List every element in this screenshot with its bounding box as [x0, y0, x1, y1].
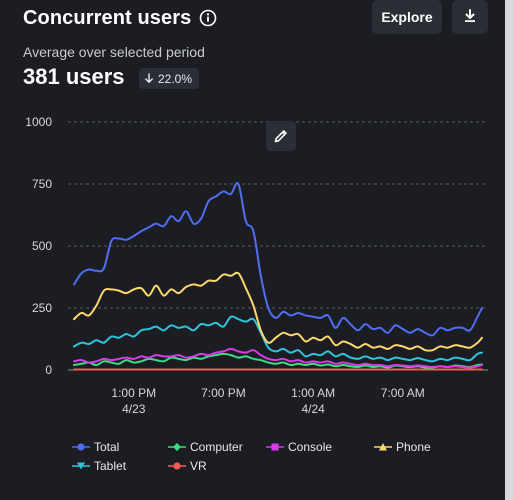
series-line-total [73, 182, 483, 337]
legend-marker-icon [168, 443, 186, 451]
x-tick-label: 1:00 PM [111, 386, 156, 400]
legend-marker-icon [72, 462, 90, 470]
y-tick-label: 250 [32, 301, 52, 315]
title-row: Concurrent users [23, 4, 217, 32]
legend-item-tablet[interactable]: Tablet [72, 459, 126, 473]
legend-item-computer[interactable]: Computer [168, 440, 243, 454]
arrow-down-icon [145, 73, 153, 83]
x-tick-sublabel: 4/23 [122, 402, 146, 416]
average-users-value: 381 users [23, 64, 125, 89]
legend-label: VR [190, 459, 207, 473]
legend-item-phone[interactable]: Phone [374, 440, 431, 454]
x-tick-sublabel: 4/24 [301, 402, 325, 416]
x-tick-label: 7:00 PM [201, 386, 246, 400]
download-button[interactable] [452, 0, 488, 34]
explore-button[interactable]: Explore [372, 0, 442, 34]
period-subtitle: Average over selected period [23, 44, 205, 60]
legend-label: Total [94, 440, 120, 454]
series-line-console [73, 347, 483, 369]
legend-marker-icon [374, 443, 392, 451]
legend-label: Phone [396, 440, 431, 454]
info-icon[interactable] [199, 9, 217, 27]
change-value: 22.0% [158, 71, 193, 86]
pencil-icon [274, 130, 287, 143]
edit-chart-button[interactable] [266, 121, 296, 151]
y-tick-label: 1000 [25, 115, 52, 129]
legend-item-vr[interactable]: VR [168, 459, 207, 473]
y-tick-label: 750 [32, 177, 52, 191]
legend-label: Tablet [94, 459, 127, 473]
legend-label: Computer [190, 440, 243, 454]
window-edge [505, 0, 513, 500]
legend-item-total[interactable]: Total [72, 440, 119, 454]
x-tick-label: 7:00 AM [381, 386, 425, 400]
legend-marker-icon [72, 443, 90, 451]
change-badge: 22.0% [139, 68, 200, 89]
download-icon [463, 8, 477, 26]
series-line-phone [73, 271, 483, 352]
legend-label: Console [288, 440, 333, 454]
card-title: Concurrent users [23, 6, 192, 29]
series-line-tablet [73, 315, 483, 363]
legend-item-console[interactable]: Console [266, 440, 332, 454]
legend-marker-icon [266, 443, 284, 451]
legend-marker-icon [168, 462, 186, 470]
y-tick-label: 500 [32, 239, 52, 253]
x-tick-label: 1:00 AM [291, 386, 335, 400]
y-tick-label: 0 [45, 363, 52, 377]
